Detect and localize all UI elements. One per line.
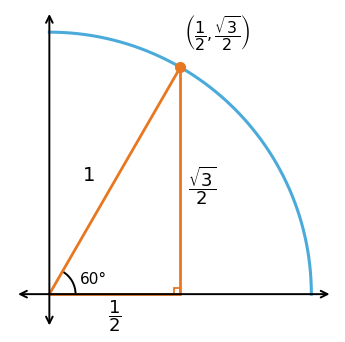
Text: $\left(\dfrac{1}{2},\dfrac{\sqrt{3}}{2}\right)$: $\left(\dfrac{1}{2},\dfrac{\sqrt{3}}{2}\… — [184, 14, 250, 53]
Text: 1: 1 — [82, 166, 95, 185]
Text: $\dfrac{\sqrt{3}}{2}$: $\dfrac{\sqrt{3}}{2}$ — [188, 164, 217, 207]
Bar — [174, 288, 180, 294]
Text: $\dfrac{1}{2}$: $\dfrac{1}{2}$ — [108, 299, 121, 334]
Text: 60°: 60° — [79, 272, 107, 287]
